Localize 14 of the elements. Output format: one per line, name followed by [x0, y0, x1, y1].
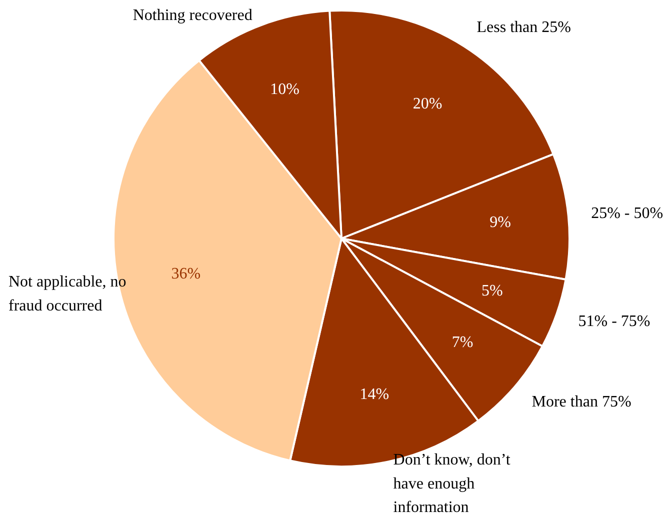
slice-label: Nothing recovered: [132, 7, 252, 24]
slice-label: Don’t know, don’t have enough information: [393, 452, 511, 516]
data-label: 5%: [481, 282, 503, 300]
slice-label: 51% - 75%: [578, 312, 650, 330]
slice-label: 25% - 50%: [591, 205, 664, 222]
data-label: 14%: [360, 386, 390, 404]
data-label: 7%: [452, 334, 474, 351]
data-label: 20%: [412, 96, 442, 113]
data-label: 36%: [171, 265, 201, 282]
data-label: 10%: [270, 80, 300, 98]
slice-label: Less than 25%: [476, 18, 571, 36]
slice-label: Not applicable, no fraud occurred: [8, 274, 126, 314]
data-label: 9%: [490, 214, 511, 232]
slice-label: More than 75%: [532, 393, 632, 410]
